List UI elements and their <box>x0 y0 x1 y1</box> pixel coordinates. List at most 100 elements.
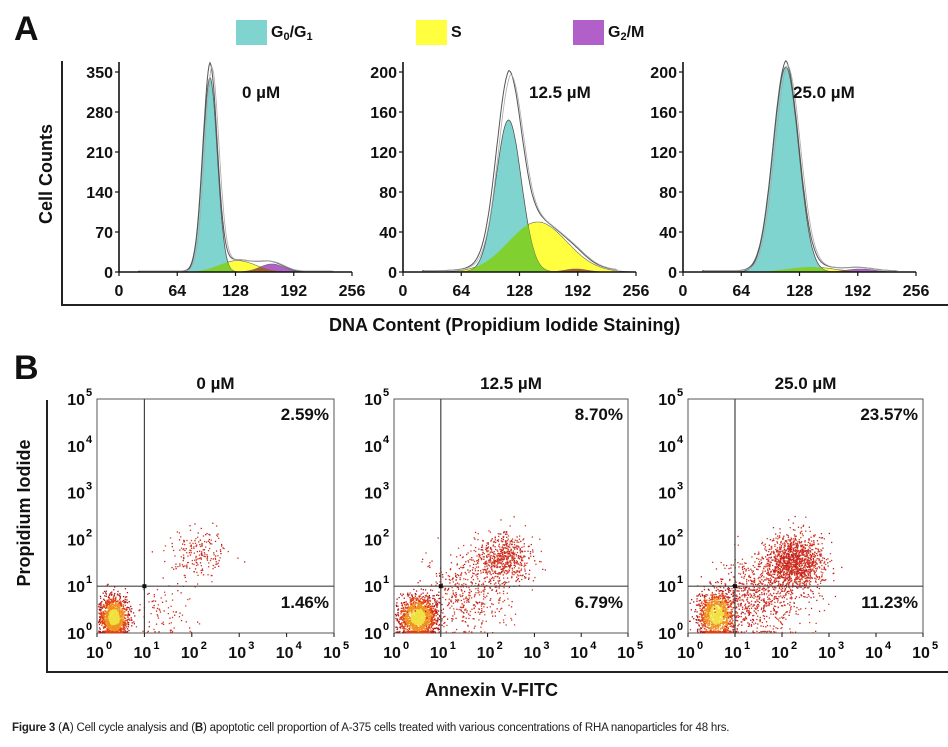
scatter-point <box>191 563 194 565</box>
scatter-point <box>214 540 217 543</box>
scatter-point <box>164 591 166 593</box>
scatter-point <box>199 545 202 548</box>
scatter-point <box>217 555 219 557</box>
scatter-point <box>171 566 173 569</box>
scatter-point <box>106 620 109 622</box>
scatter-point <box>504 555 506 557</box>
scatter-point <box>711 593 713 595</box>
scatter-point <box>402 607 404 609</box>
scatter-point <box>432 621 435 623</box>
scatter-point <box>430 611 432 614</box>
scatter-point <box>419 616 421 619</box>
scatter-point <box>429 618 431 620</box>
scatter-point <box>474 594 476 596</box>
scatter-point <box>493 577 495 579</box>
scatter-point <box>716 608 718 610</box>
scatter-point <box>487 571 489 573</box>
scatter-point <box>516 570 518 572</box>
scatter-point <box>418 610 420 612</box>
scatter-point <box>470 550 472 552</box>
scatter-point <box>517 546 519 548</box>
scatter-point <box>429 604 431 606</box>
histogram-fit-trace <box>423 74 618 272</box>
scatter-point <box>100 632 102 634</box>
scatter-point <box>482 540 484 542</box>
scatter-point <box>116 604 118 606</box>
scatter-point <box>421 611 424 613</box>
scatter-point <box>412 617 414 619</box>
scatter-point <box>532 580 535 582</box>
scatter-point <box>491 561 493 563</box>
scatter-point <box>416 626 418 628</box>
scatter-point <box>416 617 418 619</box>
scatter-point <box>443 626 445 628</box>
scatter-point <box>395 604 397 606</box>
scatter-point <box>179 563 181 565</box>
scatter-point <box>125 609 128 612</box>
scatter-point <box>420 626 422 629</box>
scatter-point <box>107 629 109 631</box>
scatter-point <box>723 613 725 616</box>
scatter-point <box>425 611 427 614</box>
scatter-point <box>433 611 435 613</box>
scatter-point <box>106 613 108 615</box>
concentration-label: 0 µM <box>196 374 234 393</box>
scatter-point <box>115 604 117 606</box>
scatter-point <box>203 549 206 551</box>
scatter-point <box>430 629 432 631</box>
scatter-point <box>732 599 734 601</box>
scatter-point <box>733 625 735 627</box>
scatter-point <box>403 629 405 631</box>
scatter-point <box>728 591 730 594</box>
scatter-point <box>712 627 714 629</box>
scatter-point <box>405 611 407 613</box>
scatter-point <box>127 616 129 618</box>
histogram-fit-trace <box>139 65 334 272</box>
scatter-point <box>468 617 470 620</box>
scatter-point <box>183 540 186 542</box>
scatter-point <box>99 628 101 630</box>
scatter-point <box>544 569 546 571</box>
scatter-point <box>116 611 118 613</box>
scatter-point <box>185 548 187 550</box>
scatter-point <box>126 596 128 598</box>
scatter-point <box>460 586 462 588</box>
scatter-point <box>181 614 184 616</box>
scatter-point <box>125 619 127 622</box>
scatter-point <box>105 600 107 602</box>
scatter-point <box>514 546 516 548</box>
scatter-point <box>418 618 420 620</box>
scatter-point <box>104 623 106 626</box>
scatter-point <box>730 625 732 627</box>
scatter-point <box>524 555 526 558</box>
scatter-point <box>177 590 179 592</box>
scatter-point <box>405 612 408 615</box>
scatter-point <box>487 543 489 545</box>
scatter-point <box>402 619 405 621</box>
scatter-point <box>147 593 149 595</box>
scatter-point <box>419 598 421 600</box>
scatter-point <box>530 555 532 557</box>
scatter-point <box>712 631 714 634</box>
scatter-point <box>510 560 512 562</box>
scatter-point <box>500 550 503 553</box>
scatter-point <box>109 602 111 604</box>
scatter-point <box>407 615 409 617</box>
scatter-point <box>187 598 189 601</box>
scatter-point <box>126 606 129 608</box>
scatter-point <box>414 630 417 633</box>
scatter-point <box>395 631 397 633</box>
scatter-point <box>106 584 108 586</box>
scatter-point <box>406 613 408 616</box>
scatter-point <box>216 563 218 565</box>
scatter-point <box>404 609 406 611</box>
x-tick-label: 128 <box>506 283 533 300</box>
scatter-point <box>171 546 173 548</box>
scatter-point <box>484 563 486 565</box>
scatter-point <box>477 578 479 580</box>
scatter-point <box>468 613 470 615</box>
scatter-point <box>460 574 462 576</box>
scatter-point <box>189 554 192 556</box>
scatter-point <box>463 598 465 600</box>
scatter-point <box>401 624 403 626</box>
